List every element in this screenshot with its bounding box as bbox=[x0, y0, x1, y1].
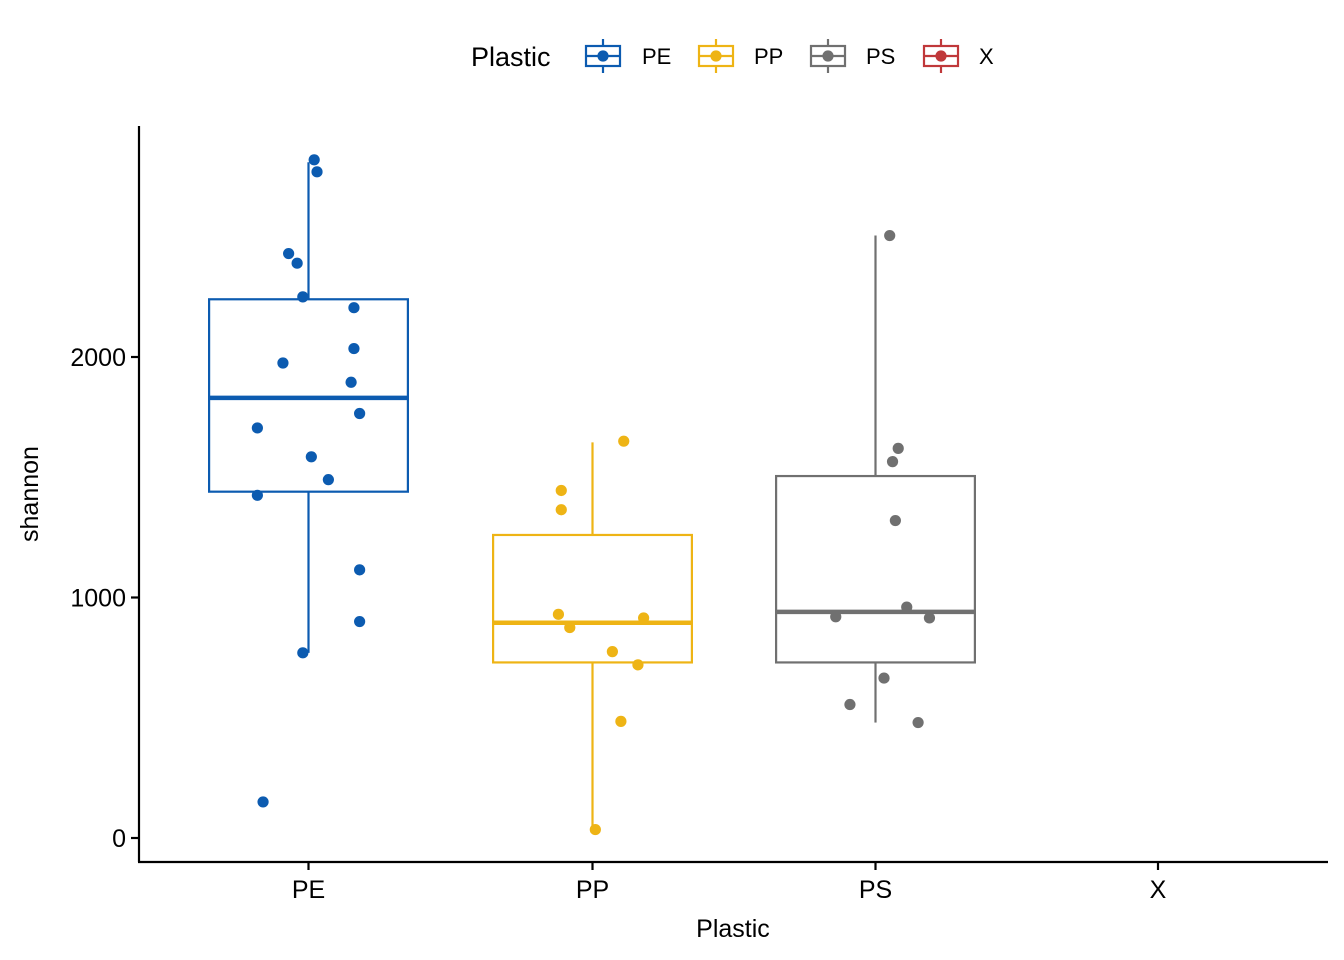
legend-item-x: X bbox=[922, 39, 994, 73]
legend-item-pe: PE bbox=[584, 39, 671, 73]
data-point-ps bbox=[889, 514, 901, 527]
legend-key-point bbox=[597, 50, 609, 62]
data-point-pe bbox=[251, 489, 263, 501]
y-tick-label: 0 bbox=[112, 825, 126, 853]
legend-item-pp: PP bbox=[697, 39, 783, 73]
box-pe bbox=[208, 162, 410, 653]
data-point-pe bbox=[297, 647, 309, 659]
data-point-pe bbox=[251, 422, 263, 434]
data-point-pe bbox=[354, 407, 366, 420]
y-tick-label: 2000 bbox=[70, 344, 126, 372]
x-ticks: PE PP PS X bbox=[292, 862, 1167, 904]
data-point-pp bbox=[632, 659, 644, 671]
data-point-ps bbox=[830, 611, 842, 623]
data-point-pp bbox=[555, 484, 567, 497]
data-point-ps bbox=[923, 612, 936, 624]
data-point-pe bbox=[354, 564, 366, 576]
data-point-pe bbox=[348, 342, 360, 355]
data-point-pe bbox=[345, 376, 357, 388]
legend-label: PP bbox=[754, 44, 783, 69]
data-point-pp bbox=[564, 621, 576, 634]
x-tick-label: PP bbox=[576, 876, 609, 904]
data-point-ps bbox=[892, 442, 904, 454]
data-point-ps bbox=[878, 672, 890, 684]
legend: Plastic PE PP PS X bbox=[471, 39, 994, 73]
x-axis-title: Plastic bbox=[696, 915, 770, 943]
boxes-layer bbox=[208, 162, 976, 830]
data-point-pe bbox=[283, 247, 295, 260]
data-point-pe bbox=[308, 154, 320, 166]
data-point-pe bbox=[291, 257, 303, 269]
data-point-ps bbox=[912, 716, 924, 729]
data-point-ps bbox=[884, 229, 896, 242]
x-tick-label: PE bbox=[292, 876, 325, 904]
legend-key-point bbox=[710, 50, 722, 62]
data-point-pe bbox=[311, 166, 323, 178]
data-point-ps bbox=[844, 698, 856, 711]
data-point-pp bbox=[589, 823, 601, 836]
data-point-pe bbox=[257, 796, 269, 808]
y-ticks: 0 1000 2000 bbox=[70, 344, 139, 853]
data-point-pp bbox=[638, 612, 650, 624]
data-point-pe bbox=[322, 474, 334, 486]
box-ps bbox=[774, 235, 976, 723]
plot-area bbox=[208, 154, 976, 836]
data-point-pe bbox=[297, 291, 309, 303]
data-point-pp bbox=[555, 504, 567, 516]
y-tick-label: 1000 bbox=[70, 585, 126, 613]
data-point-pp bbox=[615, 715, 627, 727]
data-point-pe bbox=[348, 302, 360, 314]
x-tick-label: PS bbox=[859, 876, 892, 904]
data-point-ps bbox=[886, 456, 899, 468]
data-point-pp bbox=[606, 646, 618, 658]
legend-label: PE bbox=[642, 44, 671, 69]
legend-label: X bbox=[979, 44, 994, 69]
legend-items: PE PP PS X bbox=[584, 39, 994, 73]
data-point-pe bbox=[305, 451, 317, 463]
data-point-ps bbox=[901, 601, 913, 613]
legend-label: PS bbox=[866, 44, 895, 69]
box-iqr bbox=[774, 474, 976, 664]
legend-title: Plastic bbox=[471, 42, 551, 72]
legend-key-point bbox=[935, 50, 947, 62]
y-axis-title: shannon bbox=[16, 446, 44, 542]
box-iqr bbox=[492, 533, 694, 664]
legend-item-ps: PS bbox=[809, 39, 895, 73]
legend-key-point bbox=[822, 50, 834, 62]
data-point-pe bbox=[354, 615, 366, 628]
x-tick-label: X bbox=[1150, 876, 1167, 904]
box-pp bbox=[492, 442, 694, 830]
points-layer bbox=[251, 154, 936, 836]
data-point-pe bbox=[277, 357, 289, 369]
axes: 0 1000 2000 PE PP PS X Plastic shannon bbox=[16, 126, 1328, 943]
data-point-pp bbox=[618, 435, 630, 447]
data-point-pp bbox=[552, 608, 565, 620]
box-iqr bbox=[208, 298, 410, 493]
